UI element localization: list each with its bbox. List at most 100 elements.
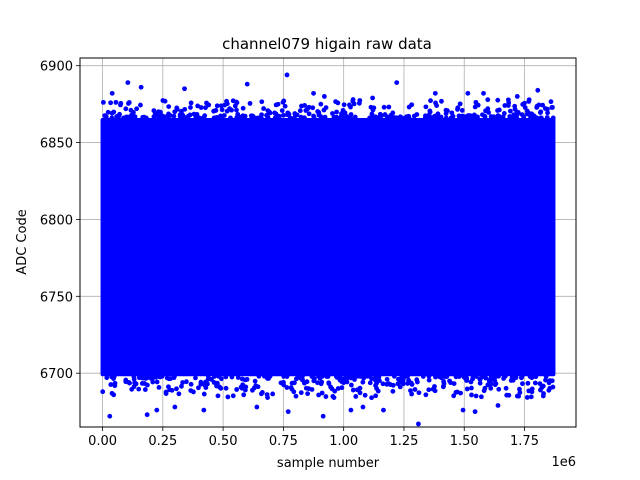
- data-point: [427, 108, 433, 114]
- data-point: [179, 108, 184, 114]
- data-point: [540, 383, 546, 389]
- data-point: [546, 380, 552, 386]
- data-point: [126, 100, 132, 105]
- data-point: [386, 104, 392, 110]
- data-point: [261, 373, 267, 379]
- data-point: [433, 100, 438, 106]
- data-point: [113, 99, 119, 105]
- data-point: [432, 388, 438, 394]
- data-point: [488, 385, 494, 391]
- data-point: [454, 389, 460, 395]
- data-point: [384, 381, 390, 387]
- data-point: [265, 395, 270, 400]
- data-point: [166, 384, 171, 390]
- data-point: [330, 393, 336, 399]
- x-tick-label: 1.75: [510, 434, 539, 449]
- data-point: [537, 381, 543, 387]
- outlier-point: [107, 413, 113, 419]
- data-point: [201, 391, 207, 397]
- data-point: [496, 386, 502, 392]
- data-point: [373, 373, 378, 379]
- data-point: [136, 375, 142, 381]
- data-point: [426, 387, 432, 393]
- data-point: [163, 391, 169, 396]
- data-point: [109, 115, 115, 121]
- data-point: [148, 376, 154, 381]
- data-point: [100, 99, 106, 105]
- data-point: [138, 102, 143, 108]
- data-point: [335, 100, 341, 106]
- data-point: [506, 392, 512, 398]
- data-point: [104, 375, 110, 381]
- data-point: [235, 375, 241, 380]
- data-point: [371, 105, 377, 111]
- data-point: [256, 373, 262, 379]
- data-point: [480, 112, 485, 118]
- data-point: [284, 374, 290, 379]
- data-point: [495, 97, 501, 103]
- data-point: [306, 104, 312, 110]
- data-point: [478, 394, 484, 400]
- data-point: [219, 107, 225, 113]
- data-point: [278, 380, 284, 386]
- data-point: [402, 115, 408, 121]
- data-point: [526, 97, 532, 103]
- x-tick-label: 0.75: [269, 434, 298, 449]
- data-point: [501, 110, 507, 116]
- data-point: [134, 106, 140, 112]
- data-point: [230, 393, 236, 399]
- data-point: [519, 374, 525, 380]
- data-point: [409, 382, 415, 387]
- data-point: [492, 378, 498, 383]
- data-point: [470, 376, 475, 382]
- outlier-point: [172, 404, 178, 410]
- data-point: [188, 105, 193, 110]
- data-point: [451, 393, 457, 399]
- data-point: [526, 388, 532, 394]
- data-point: [451, 381, 457, 386]
- data-point: [287, 115, 293, 121]
- outlier-point: [284, 72, 290, 78]
- outlier-point: [125, 80, 131, 85]
- data-point: [373, 377, 378, 383]
- data-point: [188, 388, 194, 394]
- outlier-point: [254, 404, 260, 410]
- data-point: [234, 107, 239, 113]
- data-point: [142, 387, 148, 392]
- data-point: [213, 108, 219, 113]
- data-point: [128, 107, 134, 113]
- data-point: [427, 115, 432, 121]
- data-point: [485, 106, 491, 112]
- data-point: [291, 380, 297, 386]
- data-point: [510, 115, 516, 120]
- data-point: [102, 113, 108, 119]
- outlier-point: [360, 404, 366, 410]
- data-point: [527, 112, 533, 118]
- data-point: [341, 102, 347, 108]
- data-point: [251, 115, 256, 120]
- data-point: [284, 112, 290, 118]
- data-point: [184, 379, 189, 385]
- data-point: [503, 385, 509, 391]
- data-point: [340, 107, 346, 113]
- outlier-point: [495, 403, 501, 408]
- data-point: [272, 110, 278, 116]
- data-point: [540, 102, 546, 108]
- data-point: [179, 383, 184, 389]
- data-point: [384, 376, 390, 382]
- data-point: [459, 107, 465, 113]
- data-point: [397, 114, 403, 120]
- data-point: [439, 98, 444, 104]
- data-point: [373, 114, 379, 120]
- data-point: [126, 114, 132, 120]
- data-point: [545, 106, 550, 112]
- data-point: [330, 111, 335, 116]
- data-point: [457, 101, 463, 107]
- data-point: [225, 394, 231, 400]
- data-point: [298, 390, 304, 396]
- data-point: [202, 382, 207, 388]
- data-point: [157, 109, 163, 115]
- data-point: [536, 102, 542, 108]
- data-point: [195, 103, 201, 109]
